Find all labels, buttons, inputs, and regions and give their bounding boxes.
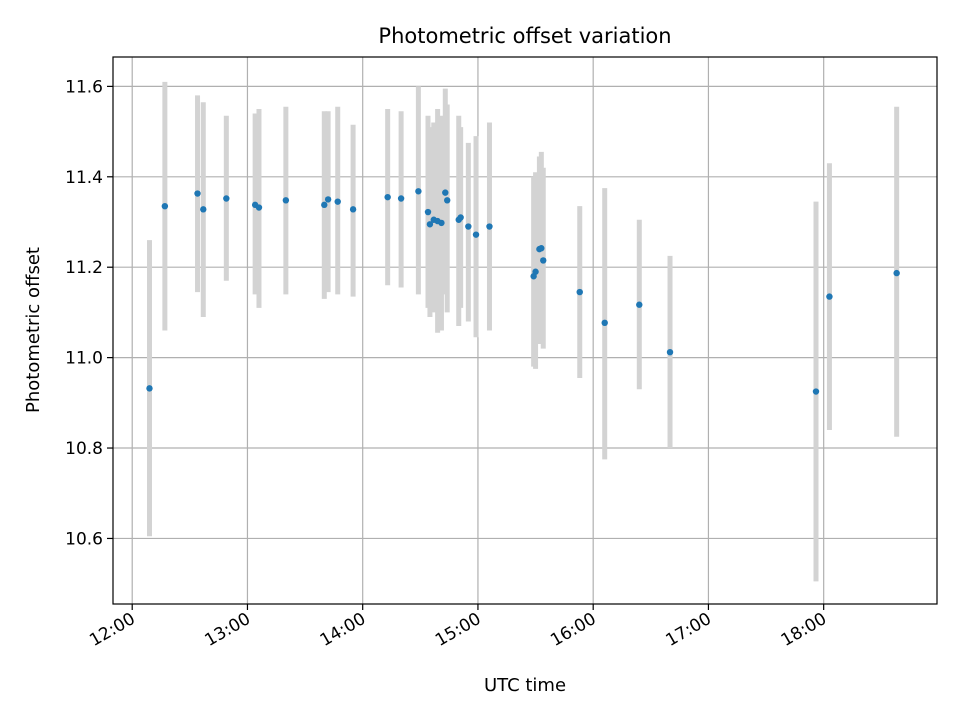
data-point	[397, 195, 405, 202]
y-tick-label: 11.0	[65, 349, 103, 369]
grid	[113, 57, 937, 604]
data-point	[200, 206, 207, 213]
data-point	[282, 197, 290, 204]
data-point	[826, 293, 833, 300]
data-point	[255, 204, 263, 211]
data-point	[472, 231, 480, 238]
y-axis-label: Photometric offset	[23, 247, 44, 413]
y-tick-label: 11.4	[65, 168, 103, 188]
data-point	[426, 221, 434, 228]
data-point	[194, 190, 201, 197]
y-tick-label: 11.2	[65, 258, 103, 278]
data-point	[334, 198, 341, 205]
data-point	[424, 208, 432, 216]
chart-title: Photometric offset variation	[378, 24, 671, 48]
data-point	[324, 196, 332, 203]
data-points	[146, 188, 900, 395]
data-point	[146, 385, 153, 392]
data-point	[161, 202, 169, 210]
data-point	[444, 197, 451, 204]
x-axis-label: UTC time	[484, 675, 566, 696]
data-point	[538, 245, 545, 252]
data-point	[349, 206, 357, 213]
y-tick-label: 11.6	[65, 77, 103, 97]
data-point	[601, 319, 608, 327]
y-tick-label: 10.8	[65, 439, 103, 459]
data-point	[223, 195, 230, 202]
data-point	[812, 388, 820, 395]
data-point	[457, 214, 464, 221]
data-point	[442, 189, 449, 196]
data-point	[415, 188, 422, 195]
y-tick-label: 10.6	[65, 529, 103, 549]
data-point	[465, 223, 472, 230]
data-point	[532, 268, 539, 275]
plot-frame	[112, 56, 938, 605]
data-point	[540, 257, 547, 264]
data-point	[636, 301, 643, 308]
data-point	[666, 348, 674, 356]
data-point	[384, 193, 391, 201]
data-point	[576, 288, 583, 296]
data-point	[486, 223, 493, 230]
data-point	[438, 219, 445, 227]
data-point	[893, 269, 900, 277]
data-point	[321, 201, 328, 209]
